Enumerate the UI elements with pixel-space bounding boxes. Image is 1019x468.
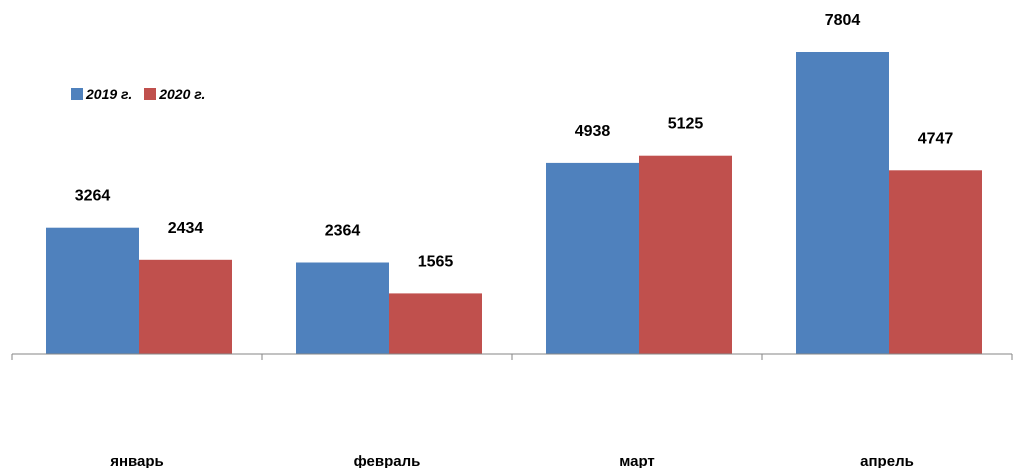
data-label: 1565: [418, 253, 454, 270]
bar-февраль-2020 г.: [389, 293, 482, 354]
data-label: 5125: [668, 116, 704, 133]
data-label: 7804: [825, 12, 861, 29]
category-label: март: [619, 453, 655, 468]
category-label: февраль: [354, 453, 421, 468]
bars-layer: [46, 52, 982, 354]
bar-март-2019 г.: [546, 162, 639, 354]
data-labels-layer: 3264 2434 2364 1565 4938 5125 7804 4747: [75, 12, 954, 270]
data-label: 4747: [918, 130, 954, 147]
data-label: 2364: [325, 223, 361, 240]
data-label: 2434: [168, 220, 204, 237]
x-axis: [11, 353, 1013, 360]
bar-апрель-2020 г.: [889, 170, 982, 354]
bar-февраль-2019 г.: [296, 262, 389, 354]
legend-label-2020: 2020 г.: [159, 86, 206, 102]
legend-label-2019: 2019 г.: [86, 86, 133, 102]
bar-январь-2019 г.: [46, 227, 139, 354]
legend-item-2019: 2019 г.: [71, 86, 132, 102]
data-label: 3264: [75, 188, 111, 205]
legend-swatch-2020: [144, 88, 157, 100]
legend-item-2020: 2020 г.: [144, 86, 205, 102]
bar-март-2020 г.: [639, 155, 732, 354]
category-label: апрель: [860, 453, 914, 468]
bar-апрель-2019 г.: [796, 52, 889, 354]
legend-swatch-2019: [71, 88, 83, 100]
data-label: 4938: [575, 123, 611, 140]
bar-январь-2020 г.: [139, 259, 232, 354]
category-labels-layer: январь февраль март апрель: [110, 453, 914, 468]
legend: 2019 г. 2020 г.: [71, 86, 217, 102]
category-label: январь: [110, 453, 164, 468]
